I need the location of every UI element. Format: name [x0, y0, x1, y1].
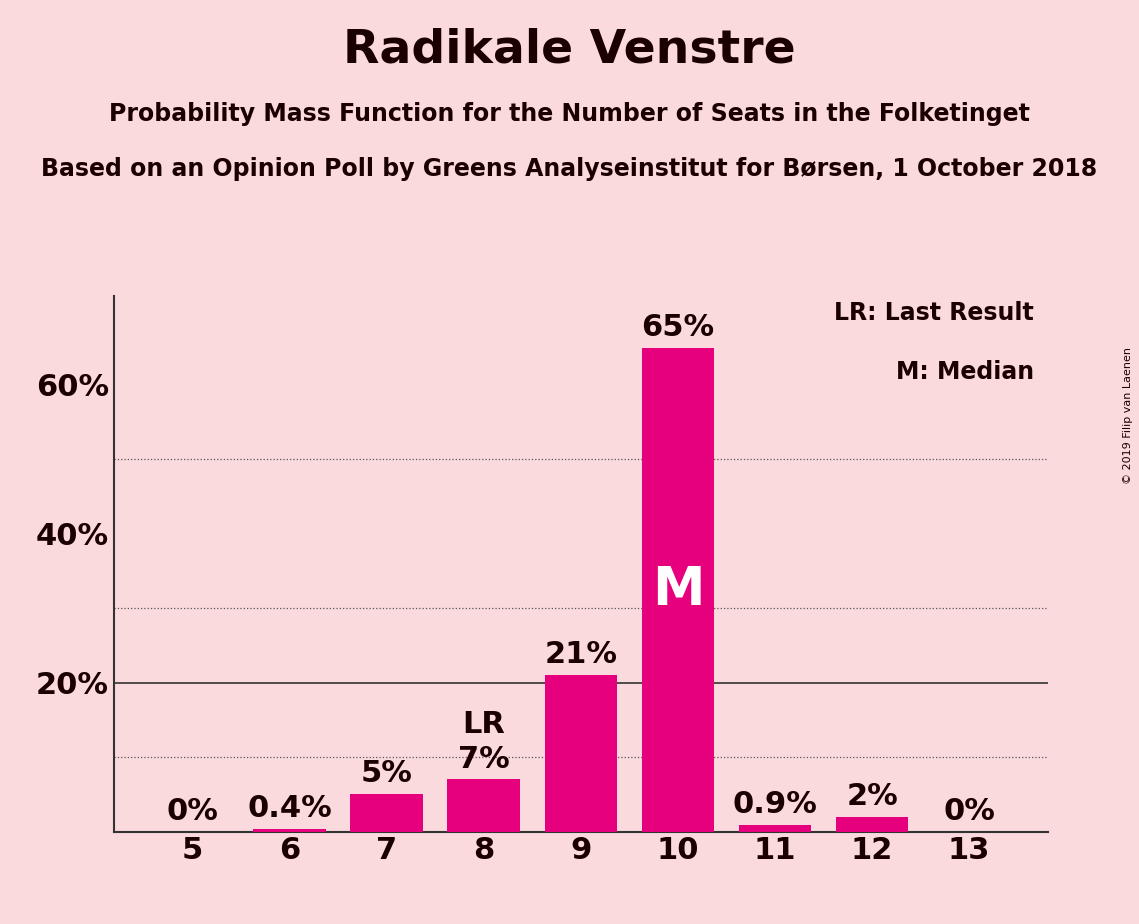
Text: 5%: 5%	[361, 760, 412, 788]
Bar	[448, 780, 521, 832]
Text: 7%: 7%	[458, 745, 510, 773]
Bar	[738, 825, 811, 832]
Bar	[253, 829, 326, 832]
Text: M: M	[652, 564, 704, 615]
Text: 21%: 21%	[544, 640, 617, 669]
Bar	[544, 675, 617, 832]
Text: Probability Mass Function for the Number of Seats in the Folketinget: Probability Mass Function for the Number…	[109, 102, 1030, 126]
Bar	[836, 817, 909, 832]
Text: 0%: 0%	[943, 796, 995, 826]
Bar	[641, 347, 714, 832]
Text: Based on an Opinion Poll by Greens Analyseinstitut for Børsen, 1 October 2018: Based on an Opinion Poll by Greens Analy…	[41, 157, 1098, 181]
Text: LR: LR	[462, 710, 506, 738]
Text: M: Median: M: Median	[895, 360, 1034, 384]
Text: 0%: 0%	[166, 796, 219, 826]
Bar	[351, 795, 424, 832]
Text: 65%: 65%	[641, 313, 714, 342]
Text: Radikale Venstre: Radikale Venstre	[343, 28, 796, 73]
Text: © 2019 Filip van Laenen: © 2019 Filip van Laenen	[1123, 347, 1133, 484]
Text: LR: Last Result: LR: Last Result	[834, 301, 1034, 325]
Text: 2%: 2%	[846, 782, 898, 810]
Text: 0.4%: 0.4%	[247, 794, 333, 822]
Text: 0.9%: 0.9%	[732, 790, 818, 819]
